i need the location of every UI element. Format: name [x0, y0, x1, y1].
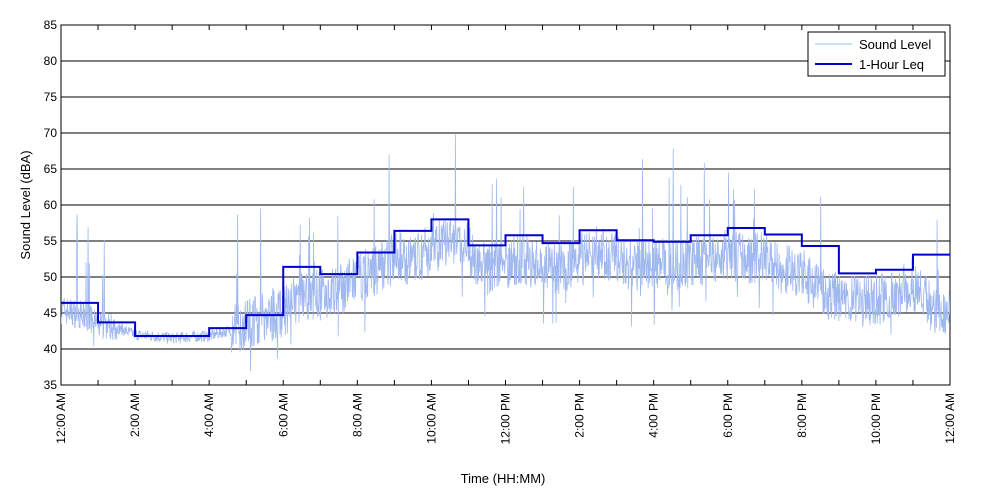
sound-level-line — [61, 134, 950, 372]
x-tick-label: 6:00 AM — [276, 393, 290, 437]
x-tick-label: 8:00 PM — [795, 393, 809, 438]
x-tick-label: 12:00 AM — [943, 393, 957, 444]
x-axis-title: Time (HH:MM) — [461, 471, 546, 486]
one-hour-leq-step-line — [61, 218, 950, 338]
y-tick-label: 60 — [44, 198, 58, 212]
y-axis-title: Sound Level (dBA) — [18, 150, 33, 259]
y-tick-label: 45 — [44, 306, 58, 320]
grid-lines — [61, 60, 950, 350]
x-tick-label: 6:00 PM — [721, 393, 735, 438]
x-axis-tick-labels: 12:00 AM 2:00 AM 4:00 AM 6:00 AM 8:00 AM 10:0… — [54, 393, 957, 444]
y-tick-label: 55 — [44, 234, 58, 248]
y-tick-label: 50 — [44, 270, 58, 284]
axis-ticks — [60, 24, 951, 386]
x-tick-label: 8:00 AM — [350, 393, 364, 437]
x-tick-label: 12:00 AM — [54, 393, 68, 444]
y-tick-label: 35 — [44, 378, 58, 392]
x-tick-label: 2:00 PM — [573, 393, 587, 438]
legend-box — [807, 31, 946, 77]
x-tick-label: 10:00 AM — [424, 393, 438, 444]
legend-label-1-hour-leq: 1-Hour Leq — [859, 57, 924, 72]
series-layer — [61, 134, 950, 372]
x-tick-label: 12:00 PM — [499, 393, 513, 444]
y-tick-label: 65 — [44, 162, 58, 176]
y-tick-label: 70 — [44, 126, 58, 140]
y-tick-label: 40 — [44, 342, 58, 356]
legend: Sound Level 1-Hour Leq — [807, 31, 946, 77]
y-tick-label: 85 — [44, 18, 58, 32]
x-tick-label: 4:00 AM — [202, 393, 216, 437]
x-tick-label: 4:00 PM — [647, 393, 661, 438]
y-tick-label: 75 — [44, 90, 58, 104]
y-axis-tick-labels: 35 40 45 50 55 60 65 70 75 80 85 — [44, 18, 58, 392]
legend-label-sound-level: Sound Level — [859, 37, 931, 52]
x-tick-label: 2:00 AM — [128, 393, 142, 437]
y-tick-label: 80 — [44, 54, 58, 68]
x-tick-label: 10:00 PM — [869, 393, 883, 444]
